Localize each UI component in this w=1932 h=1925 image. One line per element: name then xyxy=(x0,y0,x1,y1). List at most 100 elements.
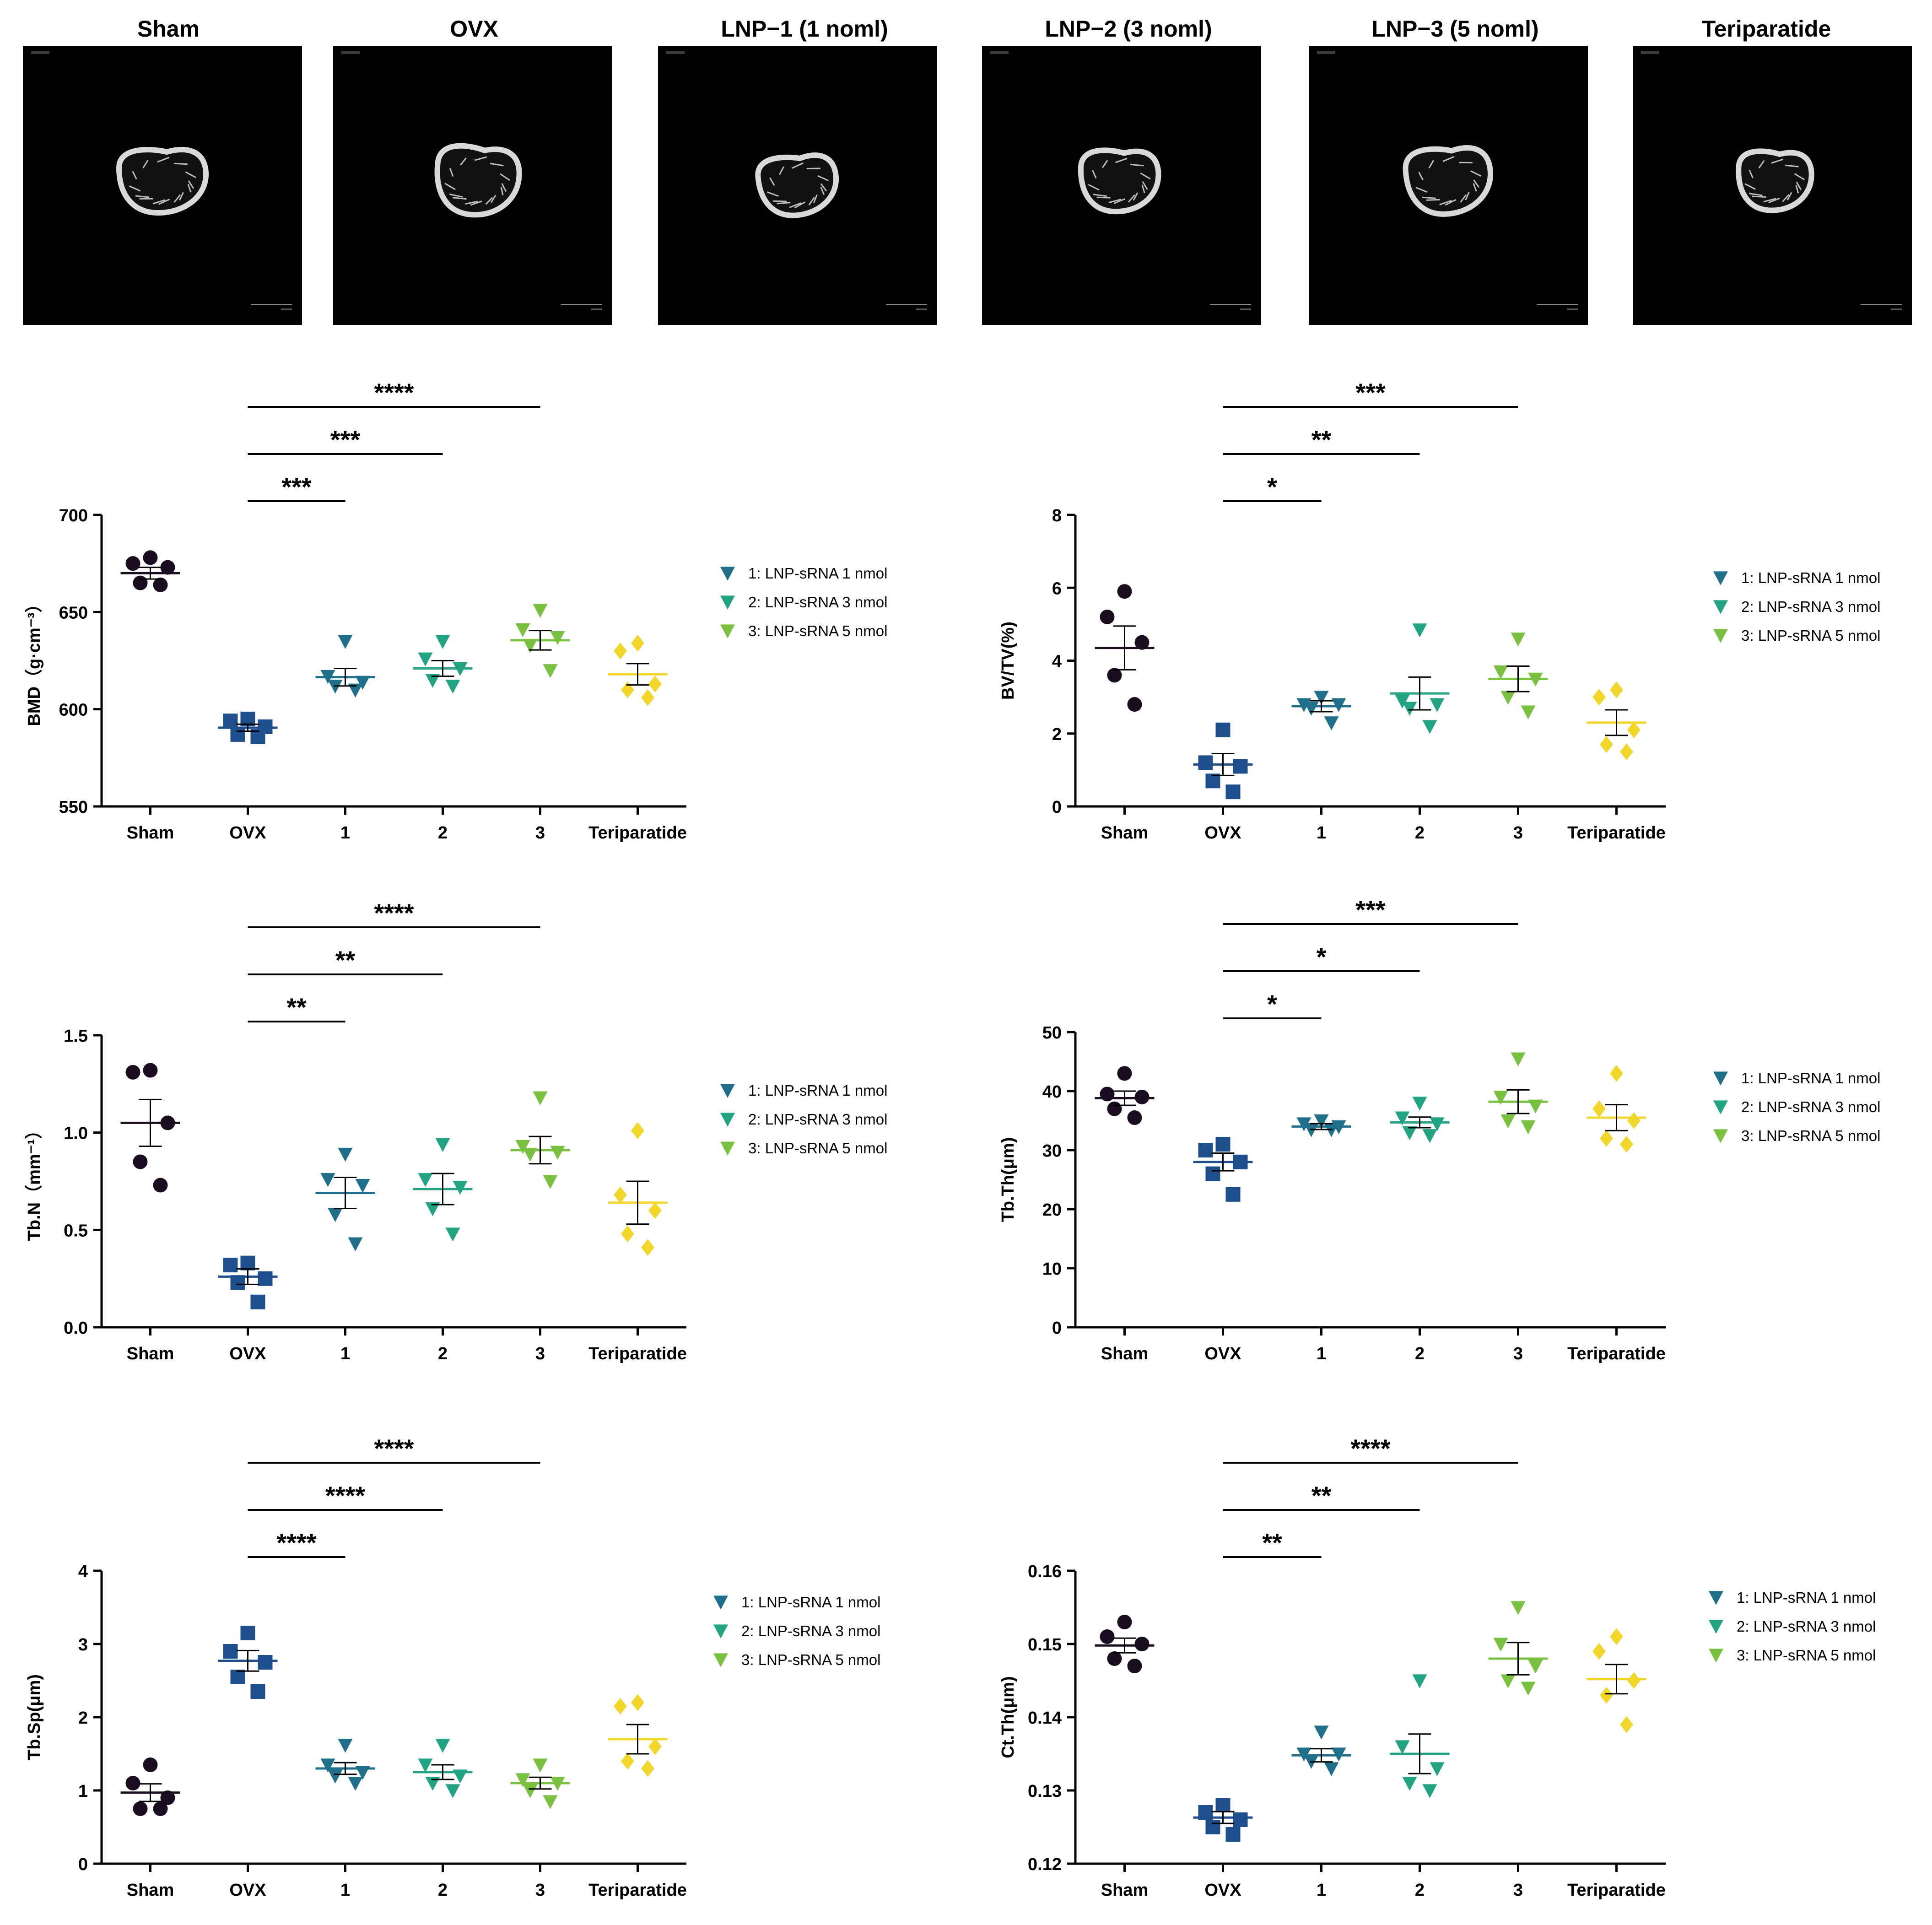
x-tick-label: 3 xyxy=(535,823,545,843)
data-point xyxy=(1324,716,1339,730)
data-point xyxy=(1314,691,1329,705)
data-point xyxy=(1521,1682,1536,1696)
data-point xyxy=(435,1138,450,1152)
series-Teriparatide xyxy=(608,1122,668,1256)
ct-image-sham xyxy=(23,46,302,325)
data-point xyxy=(355,676,370,690)
data-point xyxy=(1521,705,1536,719)
data-point xyxy=(425,674,440,688)
data-point xyxy=(1296,1117,1311,1131)
legend-marker xyxy=(1713,571,1728,585)
data-point xyxy=(533,604,548,618)
data-point xyxy=(1304,1123,1319,1137)
y-axis-label: Tb.Th(μm) xyxy=(998,1137,1018,1222)
ct-image-lnp2 xyxy=(982,46,1261,325)
data-point xyxy=(143,1063,158,1078)
chart-0: 550 600 650 700 Sham OVX 1 2 3 Teriparatide BMD（g·… xyxy=(25,378,887,843)
legend-label: 3: LNP-sRNA 5 nmol xyxy=(748,622,887,639)
data-point xyxy=(1620,1136,1633,1153)
data-point xyxy=(1600,1687,1613,1704)
data-point xyxy=(223,1644,238,1659)
series-OVX xyxy=(218,1626,278,1699)
legend: 1: LNP-sRNA 1 nmol 2: LNP-sRNA 3 nmol 3: L… xyxy=(1713,1070,1880,1144)
data-point xyxy=(1528,1660,1543,1674)
x-tick-label: 1 xyxy=(340,1881,350,1900)
significance-label: ** xyxy=(1311,425,1332,454)
y-tick-label: 2 xyxy=(78,1709,88,1728)
y-tick-label: 0 xyxy=(78,1855,88,1874)
data-point xyxy=(515,623,530,638)
y-axis-label: BMD（g·cm⁻³） xyxy=(25,595,44,726)
data-point xyxy=(1215,1137,1230,1152)
data-point xyxy=(418,652,433,667)
data-point xyxy=(1107,1101,1122,1116)
y-tick-label: 4 xyxy=(1052,652,1062,671)
data-point xyxy=(160,1790,175,1805)
data-point xyxy=(523,1147,538,1162)
x-tick-label: 2 xyxy=(438,1881,448,1900)
significance-label: **** xyxy=(325,1481,365,1510)
legend-marker xyxy=(720,1113,735,1127)
data-point xyxy=(453,1181,468,1195)
data-point xyxy=(1205,1820,1220,1834)
x-tick-label: 3 xyxy=(535,1344,545,1363)
chart-2: 0.0 0.5 1.0 1.5 Sham OVX 1 2 3 Teriparatide Tb.N（m… xyxy=(25,898,887,1363)
series-Sham xyxy=(1095,1615,1155,1673)
series-2 xyxy=(413,1739,473,1798)
data-point xyxy=(230,727,245,742)
x-tick-label: OVX xyxy=(229,823,266,843)
ct-image-teriparatide xyxy=(1633,46,1912,325)
data-point xyxy=(1430,1117,1445,1131)
significance-label: * xyxy=(1317,942,1327,971)
x-tick-label: Sham xyxy=(1101,1344,1148,1363)
data-point xyxy=(648,1202,662,1219)
legend: 1: LNP-sRNA 1 nmol 2: LNP-sRNA 3 nmol 3: L… xyxy=(1709,1589,1876,1664)
series-OVX xyxy=(1193,1798,1253,1842)
significance-label: ** xyxy=(1262,1528,1282,1557)
x-tick-label: Teriparatide xyxy=(588,823,687,843)
significance-label: *** xyxy=(281,472,312,501)
data-point xyxy=(1422,720,1437,734)
data-point xyxy=(533,1758,548,1773)
data-point xyxy=(1511,1052,1526,1066)
data-point xyxy=(160,560,175,575)
data-point xyxy=(348,1777,363,1791)
x-tick-label: Teriparatide xyxy=(1567,1344,1666,1363)
y-axis-label: BV/TV(%) xyxy=(998,622,1018,700)
data-point xyxy=(1225,1187,1241,1202)
ct-title-lnp3: LNP−3 (5 noml) xyxy=(1371,16,1539,42)
ct-image-lnp3 xyxy=(1309,46,1588,325)
data-point xyxy=(320,1173,335,1187)
data-point xyxy=(153,577,168,592)
data-point xyxy=(338,1147,353,1162)
y-tick-label: 600 xyxy=(59,701,88,720)
y-tick-label: 0.5 xyxy=(64,1221,88,1240)
data-point xyxy=(328,680,343,694)
legend-marker xyxy=(1713,629,1728,643)
data-point xyxy=(240,1255,255,1271)
data-point xyxy=(631,1122,644,1139)
y-tick-label: 700 xyxy=(59,506,88,525)
data-point xyxy=(1304,702,1319,716)
y-axis-label: Ct.Th(μm) xyxy=(998,1676,1018,1758)
x-tick-label: 2 xyxy=(1415,1344,1425,1363)
data-point xyxy=(1493,1638,1508,1652)
data-point xyxy=(631,1694,644,1711)
y-tick-label: 0 xyxy=(1052,798,1062,817)
data-point xyxy=(1314,1725,1329,1740)
legend-marker xyxy=(720,595,735,610)
y-tick-label: 0 xyxy=(1052,1319,1062,1338)
data-point xyxy=(631,634,644,652)
legend-marker xyxy=(1709,1620,1723,1634)
series-Teriparatide xyxy=(608,1694,668,1777)
data-point xyxy=(1107,668,1122,683)
data-point xyxy=(621,681,634,698)
data-point xyxy=(1493,1091,1508,1105)
data-point xyxy=(1412,1674,1427,1688)
legend-label: 1: LNP-sRNA 1 nmol xyxy=(741,1594,880,1611)
legend-marker xyxy=(1709,1649,1723,1663)
data-point xyxy=(425,1202,440,1217)
data-point xyxy=(1134,1089,1149,1104)
y-tick-label: 40 xyxy=(1042,1082,1062,1102)
